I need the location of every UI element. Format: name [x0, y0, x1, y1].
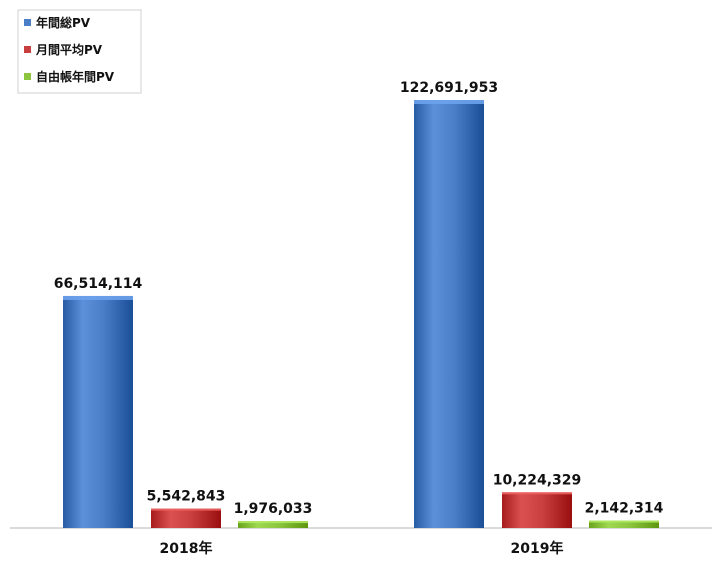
bar-2018年-月間平均pv — [151, 508, 221, 528]
legend-label-annual-total-pv: 年間総PV — [36, 15, 91, 30]
bar-top-highlight-2019年-月間平均pv — [502, 492, 572, 495]
legend-item-monthly-average-pv: 月間平均PV — [24, 42, 103, 57]
bar-2019年-月間平均pv — [502, 492, 572, 528]
bar-top-highlight-2018年-自由帳年間pv — [238, 521, 308, 524]
category-label-2018年: 2018年 — [160, 540, 213, 557]
value-label-2019年-自由帳年間pv: 2,142,314 — [585, 501, 664, 517]
legend-swatch-jiyuucho-annual-pv — [24, 73, 31, 80]
category-group-2018年: 66,514,114 5,542,843 1,976,033 2018年 — [54, 276, 313, 557]
value-label-2018年-自由帳年間pv: 1,976,033 — [234, 501, 313, 517]
bar-top-highlight-2018年-年間総pv — [63, 295, 133, 300]
bar-2018年-自由帳年間pv — [238, 521, 308, 528]
bar-top-highlight-2019年-年間総pv — [414, 100, 484, 104]
bar-top-highlight-2018年-月間平均pv — [151, 508, 221, 511]
legend-item-annual-total-pv: 年間総PV — [24, 15, 91, 30]
legend-label-monthly-average-pv: 月間平均PV — [35, 42, 103, 57]
legend-item-jiyuucho-annual-pv: 自由帳年間PV — [24, 69, 115, 84]
bar-2018年-年間総pv — [63, 295, 133, 528]
value-label-2018年-月間平均pv: 5,542,843 — [147, 489, 226, 505]
legend-swatch-monthly-average-pv — [24, 46, 31, 53]
bar-top-highlight-2019年-自由帳年間pv — [589, 520, 659, 523]
legend-label-jiyuucho-annual-pv: 自由帳年間PV — [36, 69, 115, 84]
bar-2019年-年間総pv — [414, 100, 484, 528]
value-label-2019年-年間総pv: 122,691,953 — [400, 80, 498, 96]
legend-swatch-annual-total-pv — [24, 19, 31, 26]
value-label-2019年-月間平均pv: 10,224,329 — [493, 472, 582, 488]
plot-area: 66,514,114 5,542,843 1,976,033 2018年 122,691… — [10, 80, 712, 557]
value-label-2018年-年間総pv: 66,514,114 — [54, 276, 143, 292]
bar-2019年-自由帳年間pv — [589, 520, 659, 528]
category-label-2019年: 2019年 — [511, 540, 564, 557]
legend: 年間総PV 月間平均PV 自由帳年間PV — [17, 9, 142, 94]
